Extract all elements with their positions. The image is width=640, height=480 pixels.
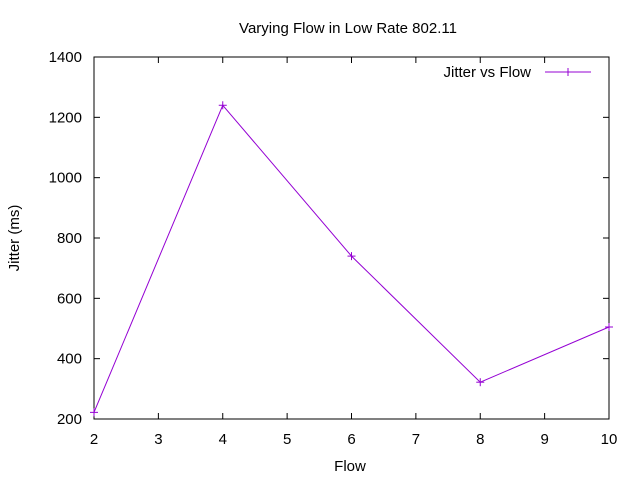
x-tick-label: 5 [283,431,291,448]
y-tick-label: 1000 [49,170,82,187]
y-tick-label: 600 [57,290,82,307]
y-axis-label: Jitter (ms) [6,205,23,272]
x-tick-label: 7 [412,431,420,448]
legend-plus-marker [564,68,572,76]
y-axis-ticks: 200 400 600 800 1000 1200 1400 [49,49,609,428]
x-axis-ticks: 2 3 4 5 6 7 8 9 10 [90,57,618,448]
legend-label: Jitter vs Flow [443,64,531,81]
series-layer [90,101,613,417]
data-point-marker [347,252,356,261]
y-tick-label: 1200 [49,109,82,126]
chart-title: Varying Flow in Low Rate 802.11 [239,20,457,37]
plot-border [93,56,610,420]
x-axis-label: Flow [334,458,366,475]
data-point-marker [476,378,485,387]
y-tick-label: 1400 [49,49,82,66]
x-tick-label: 3 [154,431,162,448]
data-point-marker [218,101,227,110]
legend: Jitter vs Flow [443,64,591,81]
y-tick-label: 800 [57,230,82,247]
data-point-marker [605,322,613,331]
legend-marker [564,68,572,76]
data-point-marker [90,408,98,417]
x-tick-label: 2 [90,431,98,448]
y-tick-label: 200 [57,411,82,428]
y-tick-label: 400 [57,351,82,368]
x-tick-label: 6 [347,431,355,448]
x-tick-label: 4 [219,431,227,448]
x-tick-label: 9 [540,431,548,448]
x-tick-label: 8 [476,431,484,448]
x-tick-label: 10 [601,431,618,448]
plot-area [93,56,610,420]
